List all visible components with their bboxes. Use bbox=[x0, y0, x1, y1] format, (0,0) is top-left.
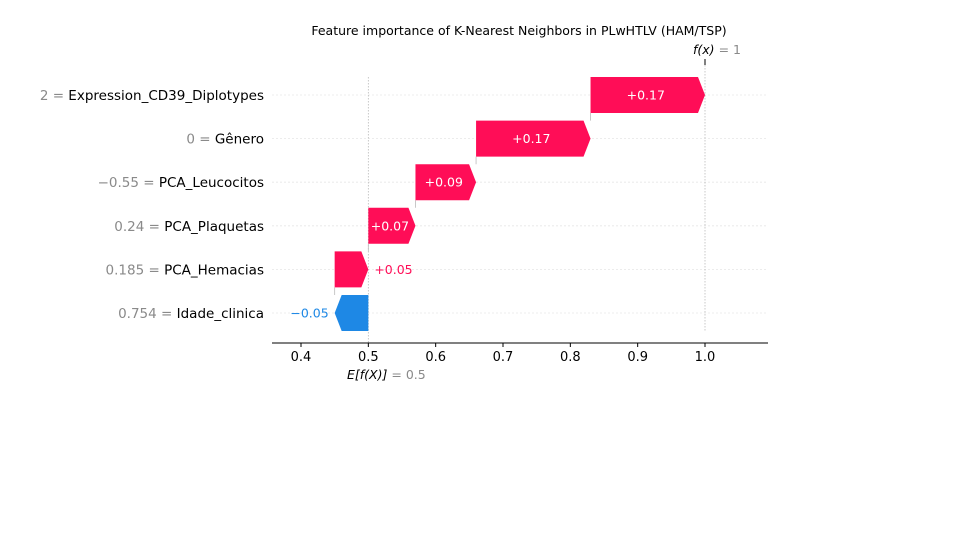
bar-value-label: +0.17 bbox=[512, 131, 550, 146]
feature-value: 0.754 = bbox=[118, 306, 177, 322]
feature-label: 0.24 = PCA_Plaquetas bbox=[114, 219, 264, 235]
x-tick-label: 0.8 bbox=[560, 350, 581, 365]
bar-pca-hemacias bbox=[334, 251, 369, 288]
bar-value-label: −0.05 bbox=[290, 306, 328, 321]
chart-title: Feature importance of K-Nearest Neighbor… bbox=[311, 23, 726, 38]
feature-value: 0.185 = bbox=[106, 262, 165, 278]
bar-idade-clinica bbox=[334, 295, 369, 331]
output-value-text: f(x) = 1 bbox=[693, 42, 741, 57]
x-tick-label: 0.9 bbox=[627, 350, 648, 365]
x-tick-label: 0.7 bbox=[493, 350, 514, 365]
feature-name: PCA_Plaquetas bbox=[164, 219, 264, 235]
bar-value-label: +0.09 bbox=[425, 175, 463, 190]
output-value-number: 1 bbox=[733, 42, 741, 57]
bar-value-label: +0.07 bbox=[371, 218, 409, 233]
feature-name: Gênero bbox=[215, 132, 264, 148]
bar-value-label: +0.17 bbox=[627, 88, 665, 103]
bars-layer: +0.17 +0.17 +0.09 +0.07 +0.05 −0.05 bbox=[290, 77, 705, 331]
base-value-label: E[f(X)] = 0.5 bbox=[347, 367, 426, 382]
feature-name: PCA_Leucocitos bbox=[159, 175, 264, 191]
base-value-number: 0.5 bbox=[406, 367, 426, 382]
feature-value: 2 = bbox=[40, 88, 68, 104]
x-axis: 0.4 0.5 0.6 0.7 0.8 0.9 1.0 bbox=[272, 342, 768, 365]
feature-label: 0 = Gênero bbox=[186, 132, 264, 148]
feature-value: 0 = bbox=[186, 132, 214, 148]
bar-pca-leucocitos bbox=[415, 164, 477, 201]
bar-value-label: +0.05 bbox=[374, 262, 412, 277]
feature-labels-layer: 2 = Expression_CD39_Diplotypes 0 = Gênero… bbox=[40, 88, 264, 322]
output-value-equals: = bbox=[719, 42, 729, 57]
output-value-label: f(x) = 1 bbox=[693, 42, 741, 57]
base-value-equals: = bbox=[391, 367, 401, 382]
bar-expression-cd39-diplotypes bbox=[590, 77, 705, 113]
base-value-text: E[f(X)] = 0.5 bbox=[347, 367, 426, 382]
feature-label: 0.754 = Idade_clinica bbox=[118, 306, 264, 322]
x-tick-label: 0.4 bbox=[291, 350, 312, 365]
feature-label: 2 = Expression_CD39_Diplotypes bbox=[40, 88, 264, 104]
x-tick-label: 1.0 bbox=[695, 350, 716, 365]
feature-label: 0.185 = PCA_Hemacias bbox=[106, 262, 264, 278]
feature-label: −0.55 = PCA_Leucocitos bbox=[98, 175, 264, 191]
feature-value: −0.55 = bbox=[98, 175, 159, 191]
x-tick-label: 0.5 bbox=[358, 350, 379, 365]
x-tick-label: 0.6 bbox=[425, 350, 446, 365]
feature-name: Idade_clinica bbox=[177, 306, 264, 322]
base-value-name: E[f(X)] bbox=[347, 367, 387, 382]
feature-name: Expression_CD39_Diplotypes bbox=[68, 88, 264, 104]
feature-name: PCA_Hemacias bbox=[164, 262, 264, 278]
bar-g-nero bbox=[476, 120, 591, 157]
bar-pca-plaquetas bbox=[368, 207, 416, 244]
output-value-name: f(x) bbox=[693, 42, 715, 57]
feature-value: 0.24 = bbox=[114, 219, 164, 235]
